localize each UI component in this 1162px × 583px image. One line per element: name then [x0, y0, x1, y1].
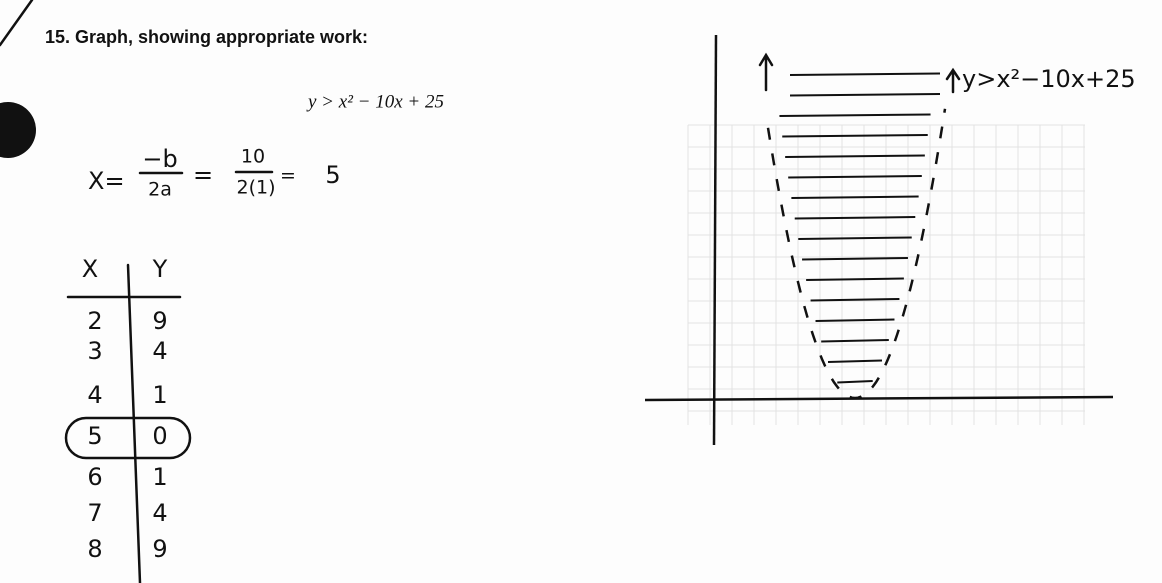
- fraction-numerator: −b: [142, 145, 177, 173]
- y-axis: [712, 34, 718, 446]
- table-cell: 9: [152, 535, 167, 563]
- table-cell: 8: [87, 535, 102, 563]
- table-cell: 7: [87, 499, 102, 527]
- shading-line: [806, 277, 904, 281]
- table-cell: 5: [87, 422, 102, 450]
- fraction-denominator: 2(1): [236, 177, 275, 199]
- graph-label: y>x²−10x+25: [962, 65, 1136, 93]
- hole-punch: [0, 102, 36, 158]
- question-text: 15. Graph, showing appropriate work:: [45, 27, 368, 47]
- table-cell: 4: [152, 337, 167, 365]
- table-cell: 1: [152, 381, 167, 409]
- equals-sign: =: [193, 161, 213, 189]
- arrow: [945, 67, 961, 94]
- equation: y > x² − 10x + 25: [306, 91, 444, 112]
- table-cell: 4: [87, 381, 102, 409]
- shading-line: [789, 72, 941, 76]
- shading-line: [789, 93, 941, 97]
- table-cell: 2: [87, 307, 102, 335]
- shading-line: [821, 339, 889, 343]
- shading-line: [827, 359, 883, 363]
- vertex-result: 5: [325, 161, 340, 189]
- shading-line: [802, 257, 908, 261]
- table-header: X: [82, 255, 98, 283]
- table-cell: 9: [152, 307, 167, 335]
- shading-line: [791, 195, 919, 199]
- shading-line: [779, 113, 931, 117]
- corner-mark: [0, 0, 34, 47]
- shading-line: [788, 175, 922, 179]
- shading-line: [837, 380, 873, 384]
- table-cell: 4: [152, 499, 167, 527]
- table-cell: 6: [87, 463, 102, 491]
- table-cell: 0: [152, 422, 167, 450]
- table-rule: [126, 263, 142, 583]
- equals-sign: =: [280, 165, 296, 187]
- shading-line: [785, 154, 925, 158]
- vertex-lhs: X=: [88, 167, 125, 195]
- vertex-circle: [64, 416, 192, 460]
- arrow: [758, 52, 774, 92]
- shading-line: [782, 134, 928, 138]
- x-axis: [644, 395, 1114, 402]
- table-cell: 1: [152, 463, 167, 491]
- fraction-denominator: 2a: [148, 179, 172, 201]
- shading-line: [810, 298, 900, 302]
- boundary-curve: [766, 108, 947, 400]
- shading-line: [798, 236, 912, 240]
- shading-line: [815, 318, 895, 322]
- table-header: Y: [152, 255, 168, 283]
- table-cell: 3: [87, 337, 102, 365]
- shading-line: [794, 216, 916, 220]
- fraction-numerator: 10: [241, 146, 265, 168]
